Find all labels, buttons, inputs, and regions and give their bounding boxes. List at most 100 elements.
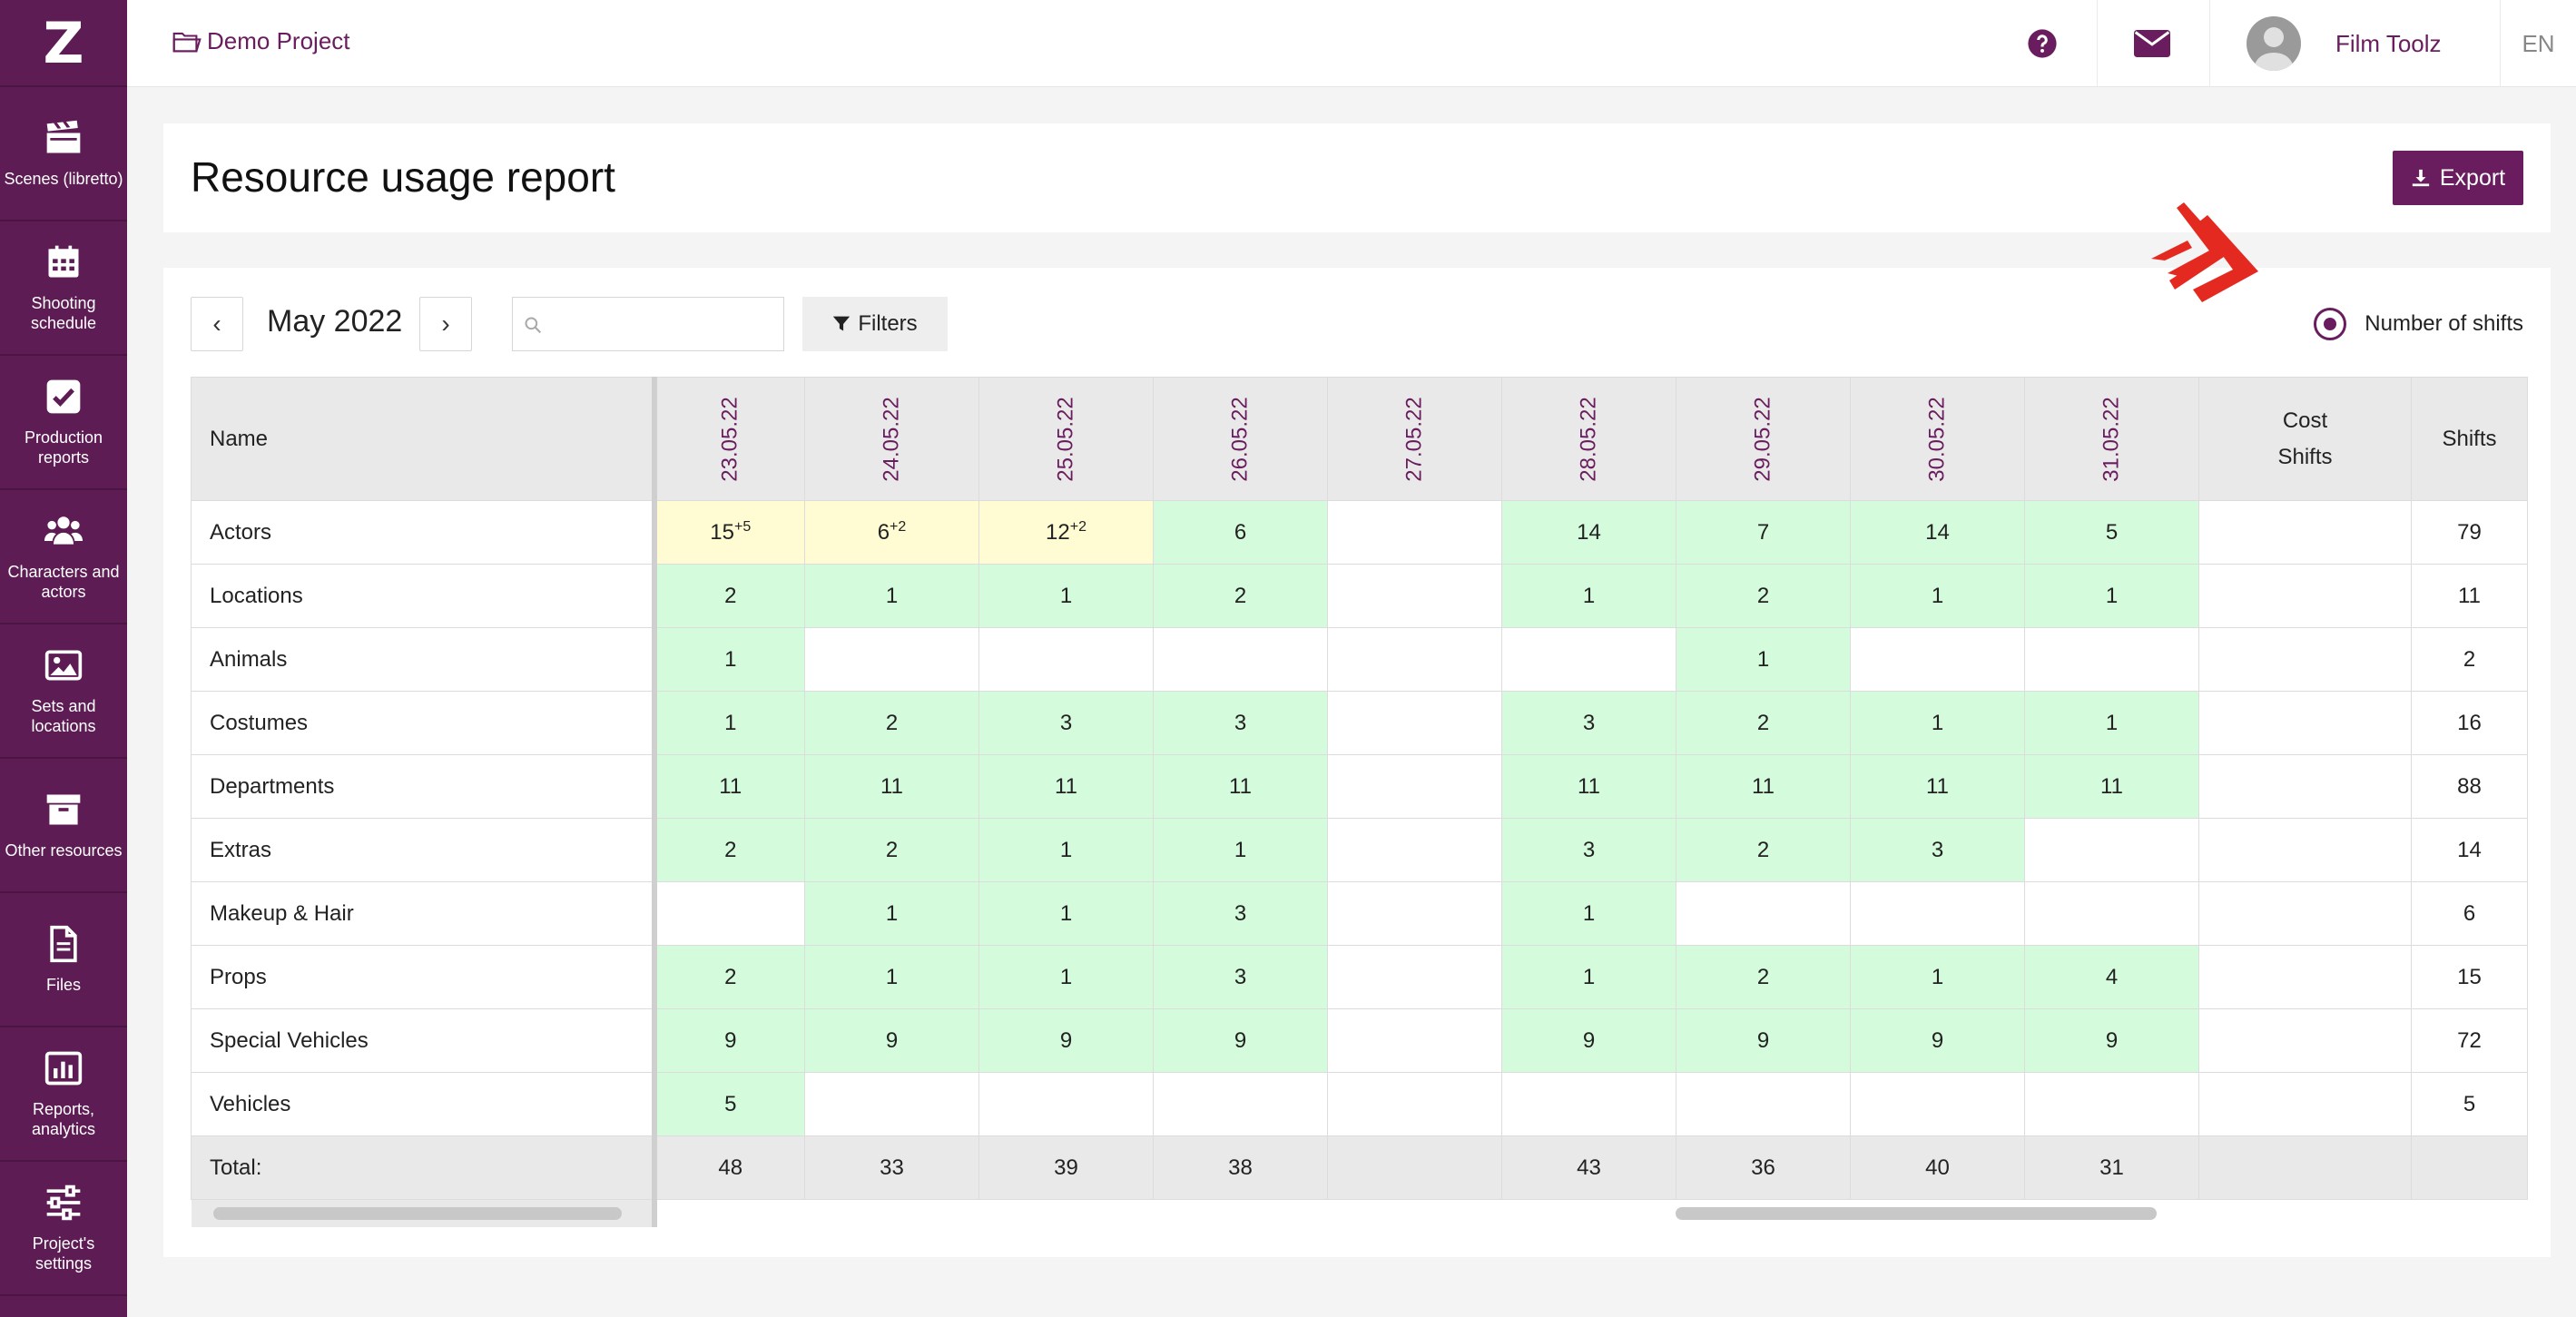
app-logo[interactable]: Z [0,0,127,87]
right-scrollbar-track[interactable] [654,1199,2528,1227]
search-input[interactable] [549,298,776,350]
shift-count-cell[interactable]: 3 [1153,881,1328,946]
shifts-radio-option[interactable]: Number of shifts [2314,308,2523,340]
shift-count-cell[interactable]: 3 [1153,691,1328,755]
shift-count-cell[interactable]: 1 [2024,564,2199,628]
date-column-header[interactable]: 29.05.22 [1676,377,1851,501]
shift-count-cell[interactable]: 9 [1676,1008,1851,1073]
shift-count-cell[interactable]: 14 [1501,500,1676,565]
shift-count-cell[interactable]: 1 [804,945,979,1009]
shift-count-cell[interactable]: 2 [804,691,979,755]
right-scrollbar-thumb[interactable] [1675,1206,2157,1220]
filters-button[interactable]: Filters [802,297,948,351]
shift-count-cell[interactable]: 3 [978,691,1154,755]
shift-count-cell[interactable]: 2 [804,818,979,882]
date-column-header[interactable]: 26.05.22 [1153,377,1328,501]
left-scrollbar-track[interactable] [191,1199,657,1227]
shift-count-cell[interactable]: 5 [654,1072,805,1136]
shift-count-cell[interactable]: 2 [1676,945,1851,1009]
shift-count-cell[interactable]: 1 [978,818,1154,882]
mail-button[interactable] [2097,0,2206,87]
shift-count-cell[interactable]: 9 [804,1008,979,1073]
shift-count-cell[interactable]: 9 [2024,1008,2199,1073]
shift-count-cell[interactable]: 9 [1501,1008,1676,1073]
shift-count-cell[interactable]: 1 [804,564,979,628]
shift-count-cell[interactable]: 3 [1153,945,1328,1009]
date-column-header[interactable]: 23.05.22 [654,377,805,501]
name-column-header[interactable]: Name [191,377,657,501]
shift-count-cell[interactable]: 2 [654,818,805,882]
shift-count-cell[interactable]: 3 [1501,691,1676,755]
shift-count-cell[interactable]: 1 [1850,564,2025,628]
shift-count-cell[interactable]: 11 [654,754,805,819]
date-column-header[interactable]: 24.05.22 [804,377,979,501]
shift-count-cell[interactable]: 1 [978,945,1154,1009]
project-link[interactable]: Demo Project [172,27,350,55]
language-selector[interactable]: EN [2500,0,2576,87]
shift-count-cell[interactable]: 3 [1501,818,1676,882]
shift-count-cell[interactable]: 1 [1501,564,1676,628]
sidebar-item-sets-locations[interactable]: Sets and locations [0,624,127,759]
shift-count-cell[interactable]: 1 [654,691,805,755]
shift-count-cell[interactable]: 4 [2024,945,2199,1009]
shift-count-cell[interactable]: 9 [1850,1008,2025,1073]
sidebar-item-shooting-schedule[interactable]: Shooting schedule [0,221,127,356]
shift-count-cell[interactable]: 1 [1153,818,1328,882]
shifts-radio[interactable] [2314,308,2347,340]
date-column-header[interactable]: 30.05.22 [1850,377,2025,501]
shift-count-cell[interactable]: 1 [978,564,1154,628]
sidebar-item-reports-analytics[interactable]: Reports, analytics [0,1027,127,1162]
prev-month-button[interactable]: ‹ [191,297,243,351]
shift-count-cell[interactable]: 12+2 [978,500,1154,565]
sidebar-item-project-settings[interactable]: Project's settings [0,1162,127,1296]
shift-count-cell[interactable]: 2 [1676,818,1851,882]
shift-count-cell[interactable]: 1 [2024,691,2199,755]
date-column-header[interactable]: 27.05.22 [1327,377,1502,501]
shift-count-cell[interactable]: 1 [654,627,805,692]
shift-count-cell[interactable]: 15+5 [654,500,805,565]
date-column-header[interactable]: 25.05.22 [978,377,1154,501]
shift-count-cell[interactable]: 11 [1501,754,1676,819]
shift-count-cell[interactable]: 11 [978,754,1154,819]
shift-count-cell[interactable]: 3 [1850,818,2025,882]
shift-count-cell[interactable]: 1 [978,881,1154,946]
shift-count-cell[interactable]: 1 [1501,881,1676,946]
date-column-header[interactable]: 31.05.22 [2024,377,2199,501]
shift-count-cell[interactable]: 2 [654,945,805,1009]
shift-count-cell[interactable]: 11 [1153,754,1328,819]
shift-count-cell[interactable]: 9 [654,1008,805,1073]
date-column-header[interactable]: 28.05.22 [1501,377,1676,501]
shift-count-cell[interactable]: 11 [1850,754,2025,819]
next-month-button[interactable]: › [419,297,472,351]
export-button[interactable]: Export [2393,151,2523,205]
shifts-column-header[interactable]: Shifts [2411,377,2528,501]
shift-count-cell[interactable]: 6+2 [804,500,979,565]
shift-count-cell[interactable]: 1 [1850,945,2025,1009]
help-button[interactable] [1988,0,2097,87]
shift-count-cell[interactable]: 1 [1501,945,1676,1009]
shift-count-cell[interactable]: 1 [804,881,979,946]
shift-count-cell[interactable]: 11 [804,754,979,819]
shift-count-cell[interactable]: 2 [654,564,805,628]
shift-count-cell[interactable]: 11 [1676,754,1851,819]
left-scrollbar-thumb[interactable] [212,1206,622,1220]
shift-count-cell[interactable]: 2 [1676,691,1851,755]
shift-count-cell[interactable]: 1 [1850,691,2025,755]
shift-count-cell[interactable]: 5 [2024,500,2199,565]
shift-count-cell[interactable]: 2 [1153,564,1328,628]
sidebar-item-production-reports[interactable]: Production reports [0,356,127,490]
shift-count-cell[interactable]: 9 [1153,1008,1328,1073]
shift-count-cell[interactable]: 2 [1676,564,1851,628]
user-menu[interactable]: Film Toolz [2209,0,2442,87]
sidebar-item-files[interactable]: Files [0,893,127,1027]
sidebar-item-characters-actors[interactable]: Characters and actors [0,490,127,624]
shift-count-cell[interactable]: 7 [1676,500,1851,565]
shift-count-cell[interactable]: 14 [1850,500,2025,565]
shift-count-cell[interactable]: 1 [1676,627,1851,692]
sidebar-item-scenes[interactable]: Scenes (libretto) [0,87,127,221]
sidebar-item-other-resources[interactable]: Other resources [0,759,127,893]
shift-count-cell[interactable]: 9 [978,1008,1154,1073]
shift-count-cell[interactable]: 6 [1153,500,1328,565]
shift-count-cell[interactable]: 11 [2024,754,2199,819]
cost-column-header[interactable]: Cost Shifts [2198,377,2412,501]
